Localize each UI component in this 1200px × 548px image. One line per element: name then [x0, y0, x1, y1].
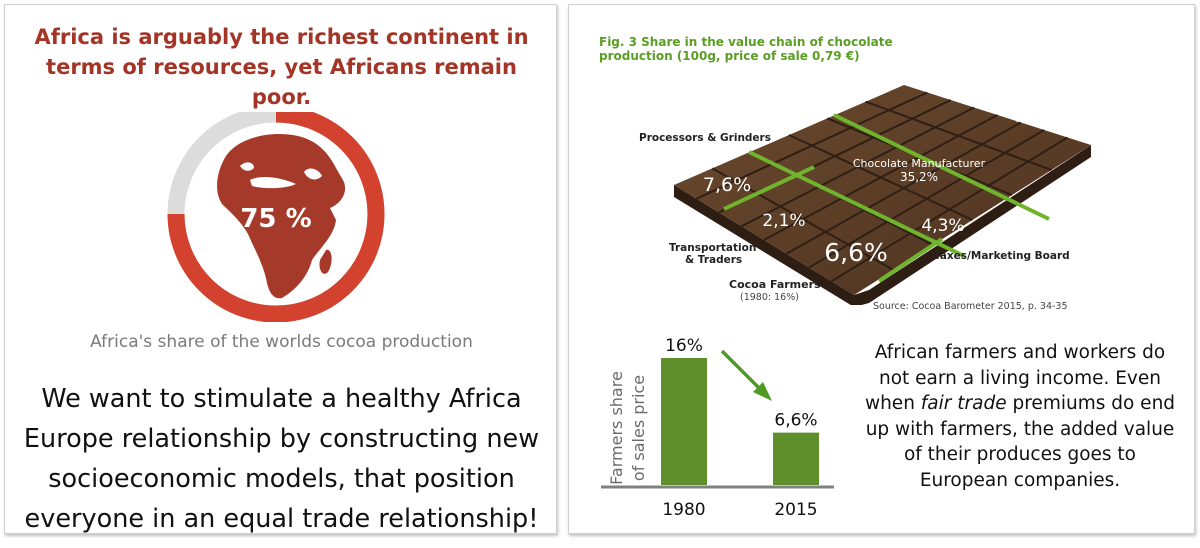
source-note: Source: Cocoa Barometer 2015, p. 34-35 [873, 301, 1068, 312]
mission-statement: We want to stimulate a healthy Africa Eu… [23, 384, 540, 534]
retailer-share: 44,2% [1012, 111, 1050, 125]
decline-arrow [720, 349, 772, 401]
income-text-line-4: up with farmers, the added value [865, 418, 1175, 440]
data-label-1980: 16% [665, 336, 703, 356]
y-axis-label-line-2: of sales price [629, 375, 648, 481]
processors-label: Processors & Grinders [639, 132, 771, 144]
farmers-label: Cocoa Farmers [729, 278, 821, 291]
figure-caption: Fig. 3 Share in the value chain of choco… [599, 35, 893, 63]
income-text-line-6: European companies. [919, 469, 1121, 491]
income-text-line-3-end: premiums do end [1006, 393, 1176, 414]
processors-share: 7,6% [703, 174, 751, 196]
figure-caption-line-2: production (100g, price of sale 0,79 €) [599, 49, 860, 63]
income-text-line-5: of their produces goes to [903, 444, 1137, 465]
farmers-note: (1980: 16%) [740, 292, 799, 303]
farmers-share: 6,6% [824, 238, 888, 267]
cocoa-share-donut: 75 % [167, 112, 385, 322]
taxes-share: 4,3% [921, 216, 964, 236]
x-tick-2015: 2015 [774, 500, 817, 520]
transport-share: 2,1% [762, 211, 805, 231]
segment-line [865, 100, 1052, 171]
manufacturer-share: 35,2% [900, 170, 938, 184]
income-text: African farmers and workers do not earn … [849, 340, 1191, 493]
income-text-line-3: when fair trade premiums do end [849, 391, 1191, 417]
figure-caption-line-1: Fig. 3 Share in the value chain of choco… [599, 35, 893, 49]
cocoa-pod-icon [229, 243, 255, 280]
data-label-2015: 6,6% [774, 411, 817, 431]
headline: Africa is arguably the richest continent… [34, 25, 529, 109]
x-tick-1980: 1980 [662, 500, 705, 520]
manufacturer-name: Chocolate Manufacturer [853, 157, 986, 170]
income-text-line-1: African farmers and workers do [874, 342, 1166, 363]
segment-line [788, 134, 973, 221]
farmers-share-chart: Farmers share of sales price 16% 1980 6,6%… [601, 336, 834, 520]
income-text-line-3-start: when [864, 393, 921, 414]
transport-label-line-1: Transportation [669, 242, 757, 254]
income-text-line-2: not earn a living income. Even [879, 367, 1161, 389]
share-percent-label: 75 % [240, 204, 311, 234]
chocolate-bar-top [674, 85, 1091, 295]
retailer-name: Retailer [1012, 99, 1055, 112]
segment-line [711, 167, 894, 271]
y-axis-label-line-1: Farmers share [607, 371, 626, 485]
fair-trade-emphasis: fair trade [920, 393, 1007, 414]
bar-1980 [661, 358, 707, 485]
donut-share-arc [167, 112, 385, 322]
africa-map-icon [217, 134, 346, 299]
chocolate-bar-illustration: Retailer 44,2% Chocolate Manufacturer 35… [674, 85, 1091, 305]
transport-label-line-2: & Traders [685, 254, 743, 266]
green-divider-lines [723, 113, 1050, 283]
donut-caption: Africa's share of the worlds cocoa produ… [90, 332, 473, 352]
left-panel: Africa is arguably the richest continent… [4, 4, 557, 534]
bar-2015 [773, 432, 819, 485]
taxes-label: Taxes/Marketing Board [934, 250, 1070, 262]
right-panel: Fig. 3 Share in the value chain of choco… [568, 4, 1195, 534]
